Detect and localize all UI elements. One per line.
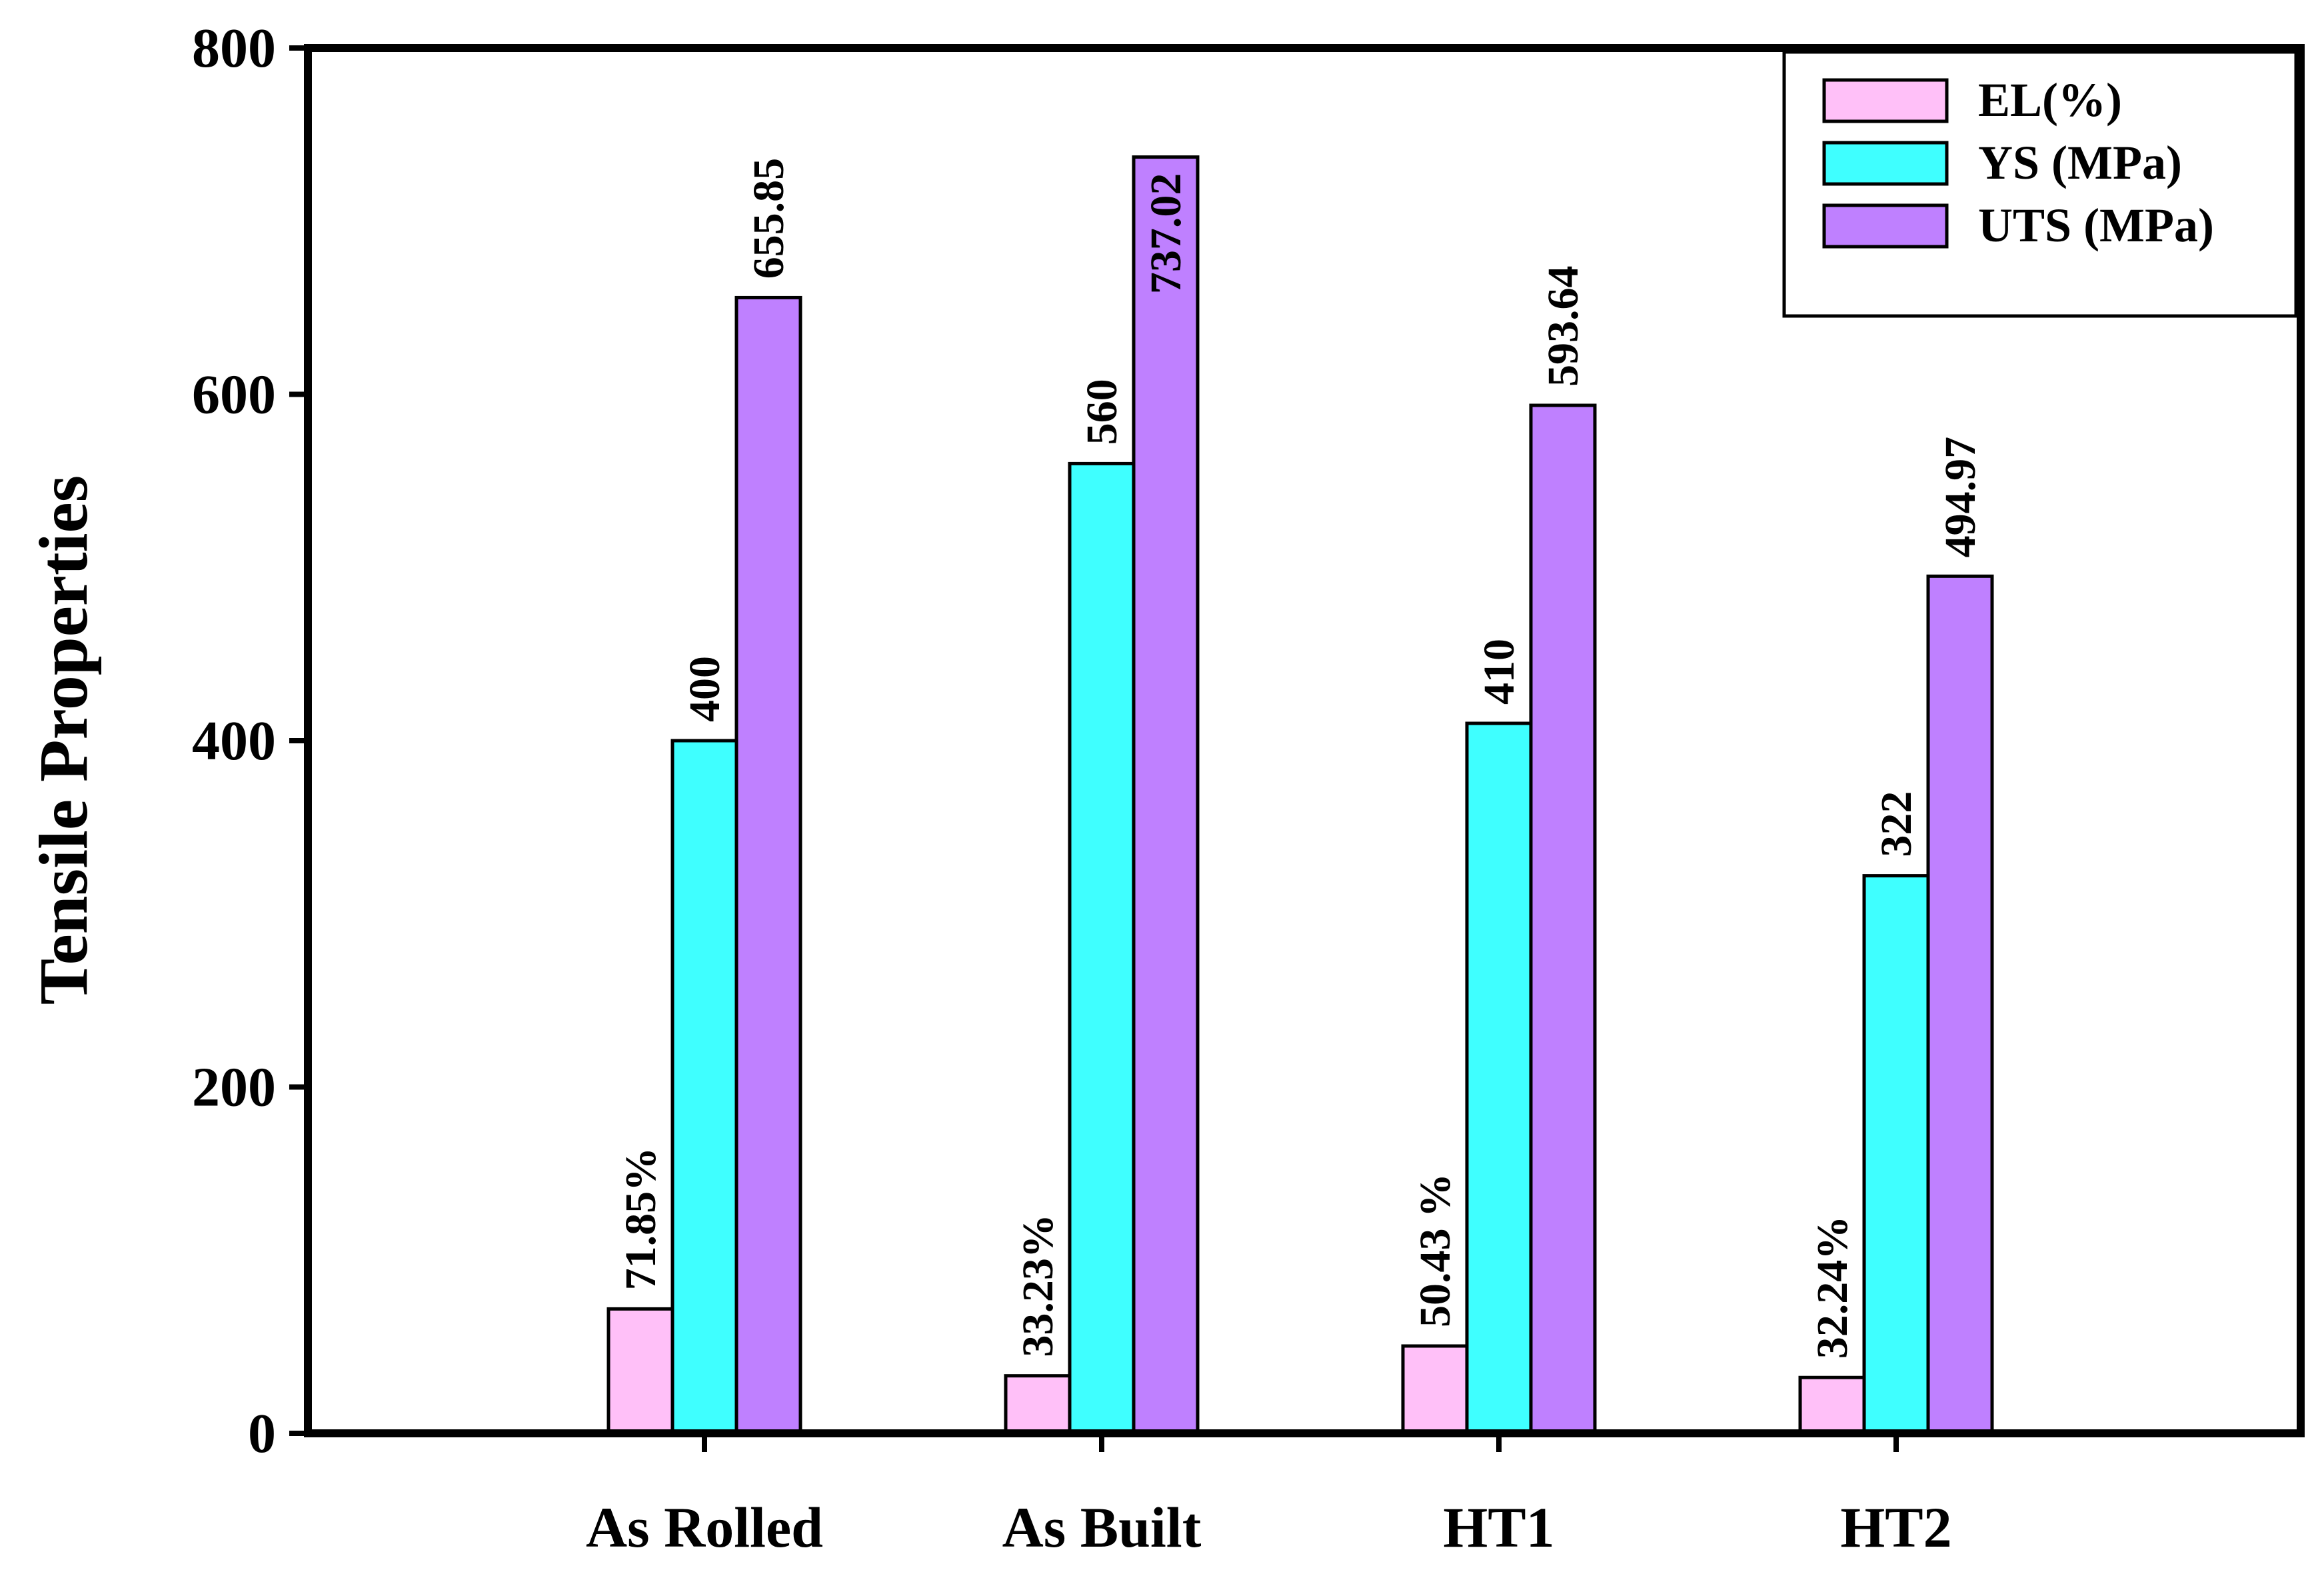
bar-ys-mpa-0 xyxy=(670,739,738,1435)
y-tick-label: 0 xyxy=(248,1403,276,1465)
x-category-label: HT1 xyxy=(1443,1495,1554,1559)
bar-value-label: 655.85 xyxy=(744,158,793,279)
bar-value-label: 560 xyxy=(1078,379,1126,445)
x-category-label: As Built xyxy=(1002,1495,1202,1559)
y-tick-label: 600 xyxy=(192,364,276,426)
legend: EL(%) YS (MPa) UTS (MPa) xyxy=(1782,50,2298,318)
bar-value-label: 32.24% xyxy=(1808,1216,1857,1359)
legend-swatch xyxy=(1822,141,1949,186)
legend-label: UTS (MPa) xyxy=(1978,199,2214,252)
bar-ys-mpa-2 xyxy=(1465,721,1533,1435)
legend-label: YS (MPa) xyxy=(1978,136,2182,189)
x-category-label: HT2 xyxy=(1840,1495,1951,1559)
bar-value-label: 593.64 xyxy=(1539,266,1588,387)
bar-uts-mpa-0 xyxy=(734,295,802,1435)
x-axis: As Rolled As Built HT1 HT2 xyxy=(586,1433,1952,1559)
bars-layer xyxy=(606,155,1994,1435)
y-axis-title: Tensile Properties xyxy=(25,475,102,1005)
y-tick-label: 800 xyxy=(192,17,276,79)
y-axis: 0 200 400 600 800 xyxy=(192,17,308,1465)
bar-value-label: 71.85% xyxy=(616,1147,665,1291)
legend-swatch xyxy=(1822,203,1949,249)
legend-label: EL(%) xyxy=(1978,73,2122,127)
bar-ys-mpa-1 xyxy=(1068,461,1136,1435)
bar-uts-mpa-1 xyxy=(1132,155,1200,1435)
bar-el-0 xyxy=(606,1307,674,1435)
bar-el-1 xyxy=(1004,1374,1072,1435)
legend-swatch xyxy=(1822,78,1949,123)
bar-value-label: 33.23% xyxy=(1014,1214,1062,1357)
y-tick-label: 200 xyxy=(192,1057,276,1119)
data-labels-layer: 71.85% 400 655.85 33.23% 560 737.02 50.43 % 410… xyxy=(616,158,1985,1359)
bar-value-label: 400 xyxy=(680,656,729,722)
bar-uts-mpa-3 xyxy=(1926,574,1994,1435)
bar-el-3 xyxy=(1798,1375,1866,1435)
bar-value-label: 322 xyxy=(1872,791,1921,857)
y-tick-label: 400 xyxy=(192,710,276,772)
bar-value-label: 50.43 % xyxy=(1411,1173,1460,1327)
x-category-label: As Rolled xyxy=(586,1495,823,1559)
bar-uts-mpa-2 xyxy=(1529,403,1597,1435)
bar-el-2 xyxy=(1401,1344,1469,1435)
bar-value-label: 410 xyxy=(1475,639,1524,705)
bar-value-label: 737.02 xyxy=(1142,173,1190,295)
bar-ys-mpa-3 xyxy=(1862,874,1930,1435)
bar-value-label: 494.97 xyxy=(1936,437,1985,558)
